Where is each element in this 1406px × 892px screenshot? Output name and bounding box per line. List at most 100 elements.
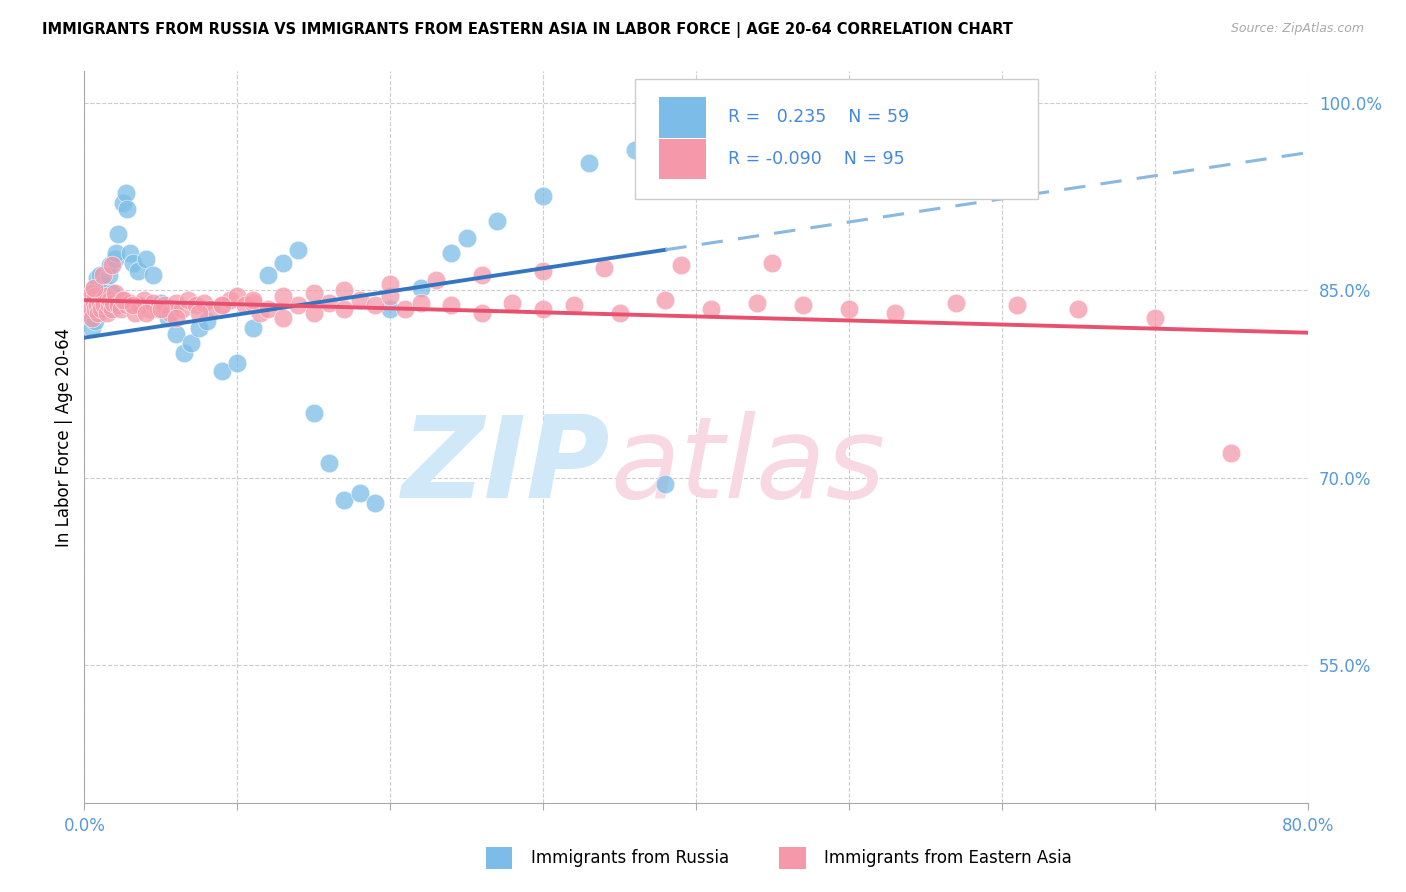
Point xyxy=(172,301,194,316)
Point xyxy=(107,227,129,241)
Point xyxy=(242,293,264,308)
Point xyxy=(318,295,340,310)
Point xyxy=(242,320,264,334)
Point xyxy=(349,485,371,500)
Point xyxy=(79,308,101,322)
Point xyxy=(471,306,494,320)
Point xyxy=(456,230,478,244)
Point xyxy=(486,214,509,228)
Point xyxy=(149,301,172,316)
Bar xyxy=(779,847,806,869)
Point xyxy=(76,301,98,316)
Point xyxy=(122,255,145,269)
Text: Immigrants from Eastern Asia: Immigrants from Eastern Asia xyxy=(824,848,1073,867)
Point xyxy=(333,283,356,297)
Point xyxy=(124,306,146,320)
Point xyxy=(883,306,905,320)
Point xyxy=(165,295,187,310)
Text: Immigrants from Russia: Immigrants from Russia xyxy=(531,848,728,867)
Point xyxy=(271,289,294,303)
FancyBboxPatch shape xyxy=(636,78,1039,200)
Point xyxy=(103,295,125,310)
Point xyxy=(86,270,108,285)
Point xyxy=(84,301,107,316)
Point xyxy=(157,310,180,325)
Point xyxy=(531,301,554,316)
Point xyxy=(700,301,723,316)
Point xyxy=(271,255,294,269)
Point xyxy=(747,295,769,310)
Point xyxy=(257,301,280,316)
Text: ZIP: ZIP xyxy=(402,411,610,522)
Point xyxy=(98,293,121,308)
Point xyxy=(90,301,112,316)
Point xyxy=(94,289,117,303)
Point xyxy=(87,306,110,320)
Point xyxy=(91,293,114,308)
Point xyxy=(93,298,115,312)
Point xyxy=(101,301,124,316)
Point xyxy=(112,293,135,308)
Point xyxy=(165,310,187,325)
Point xyxy=(578,155,600,169)
Point xyxy=(249,306,271,320)
Point xyxy=(669,258,692,272)
Point xyxy=(609,306,631,320)
Point xyxy=(87,301,110,316)
Point xyxy=(83,298,105,312)
Point xyxy=(159,306,181,320)
Point xyxy=(122,298,145,312)
Point xyxy=(97,268,120,282)
Point xyxy=(226,356,249,370)
Point xyxy=(188,320,211,334)
Point xyxy=(149,295,172,310)
Point xyxy=(83,280,105,294)
Point xyxy=(333,493,356,508)
Point xyxy=(838,301,860,316)
Text: Source: ZipAtlas.com: Source: ZipAtlas.com xyxy=(1230,22,1364,36)
Point xyxy=(105,245,128,260)
Point xyxy=(333,301,356,316)
Point xyxy=(79,301,101,316)
Point xyxy=(302,406,325,420)
Text: atlas: atlas xyxy=(610,411,886,522)
Point xyxy=(287,243,309,257)
Point xyxy=(562,298,585,312)
Point xyxy=(425,273,447,287)
Point xyxy=(654,293,676,308)
Point xyxy=(287,298,309,312)
Point xyxy=(364,496,387,510)
Point xyxy=(89,298,111,312)
Point xyxy=(115,298,138,312)
Point xyxy=(1005,298,1028,312)
Text: R = -0.090    N = 95: R = -0.090 N = 95 xyxy=(728,150,904,168)
Point xyxy=(188,306,211,320)
Point xyxy=(138,301,160,316)
Bar xyxy=(659,139,706,179)
Point xyxy=(98,258,121,272)
Point xyxy=(394,301,416,316)
Point xyxy=(761,255,783,269)
Point xyxy=(86,293,108,308)
Point xyxy=(111,195,134,210)
Point xyxy=(107,298,129,312)
Point xyxy=(318,456,340,470)
Point xyxy=(90,289,112,303)
Point xyxy=(110,301,132,316)
Point xyxy=(440,245,463,260)
Point xyxy=(96,306,118,320)
Point xyxy=(180,335,202,350)
Point xyxy=(104,252,127,266)
Point xyxy=(120,245,142,260)
Point xyxy=(409,280,432,294)
Point xyxy=(84,289,107,303)
Point xyxy=(195,314,218,328)
Bar xyxy=(659,97,706,137)
Point xyxy=(111,293,134,308)
Point xyxy=(193,295,215,310)
Point xyxy=(97,298,120,312)
Text: IMMIGRANTS FROM RUSSIA VS IMMIGRANTS FROM EASTERN ASIA IN LABOR FORCE | AGE 20-6: IMMIGRANTS FROM RUSSIA VS IMMIGRANTS FRO… xyxy=(42,22,1014,38)
Point xyxy=(502,295,524,310)
Point xyxy=(654,477,676,491)
Point xyxy=(135,306,157,320)
